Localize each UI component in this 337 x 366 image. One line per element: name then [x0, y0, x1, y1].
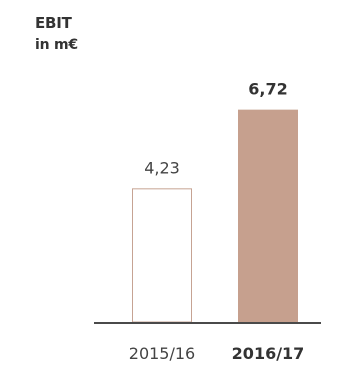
value-label-2015-16: 4,23	[144, 158, 180, 177]
bar-2016-17	[238, 109, 298, 322]
category-label-2015-16: 2015/16	[129, 344, 195, 363]
value-label-2016-17: 6,72	[248, 80, 287, 99]
category-label-2016-17: 2016/17	[232, 344, 305, 363]
bar-2015-16	[132, 188, 192, 323]
chart-subtitle: in m€	[35, 37, 78, 53]
chart-title: EBIT	[35, 14, 72, 32]
